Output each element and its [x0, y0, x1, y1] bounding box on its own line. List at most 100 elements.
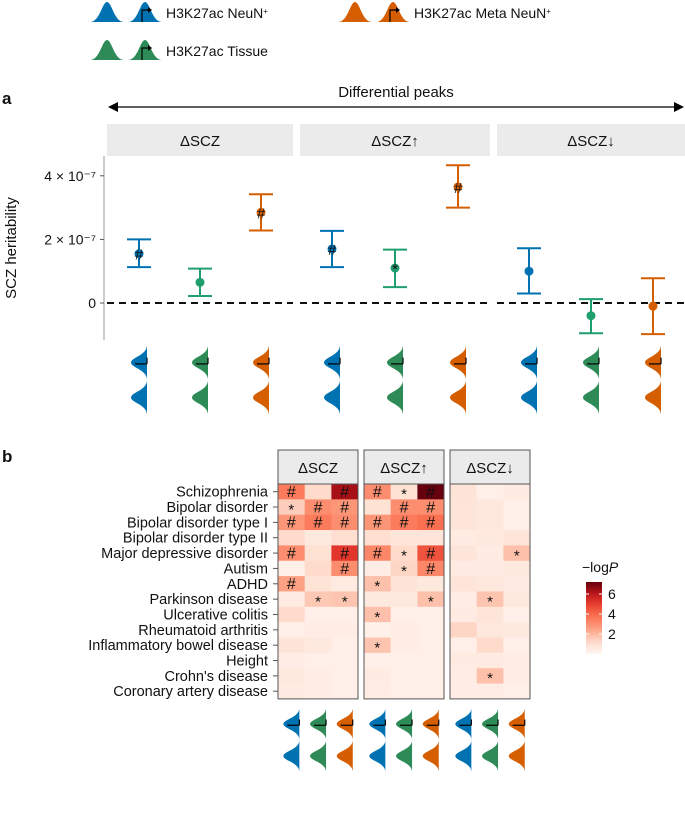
- heatmap-cell: [278, 514, 305, 531]
- group-peak-icon: [369, 708, 386, 772]
- peak-shape: [131, 345, 147, 380]
- significance-mark: *: [315, 593, 321, 610]
- heatmap-cell: [476, 622, 504, 638]
- facet-label: ΔSCZ↓: [567, 133, 615, 150]
- peak-shape: [583, 380, 599, 415]
- heatmap-cell: [331, 637, 359, 654]
- arrow-head: [396, 7, 400, 13]
- peak-shape: [324, 345, 340, 380]
- heatmap-cell: [304, 484, 332, 500]
- row-label: Bipolar disorder type I: [127, 515, 268, 531]
- y-axis-label: SCZ heritability: [3, 197, 20, 299]
- heatmap-cell: [278, 530, 305, 546]
- heatmap-cell: [390, 484, 418, 500]
- heatmap-cell: [364, 668, 391, 684]
- data-point: [648, 301, 658, 311]
- data-point: [195, 277, 205, 287]
- peak-shape: [369, 740, 386, 772]
- significance-mark: *: [401, 486, 407, 503]
- significance-mark: #: [426, 561, 435, 578]
- heatmap-cell: [278, 683, 305, 700]
- peak-shape: [283, 708, 300, 740]
- peak-shape: [253, 345, 269, 380]
- heatmap-cell: [331, 591, 359, 608]
- significance-mark: #: [287, 576, 296, 593]
- facet-strip: [107, 124, 293, 156]
- significance-mark: *: [374, 640, 380, 657]
- heatmap-cell: [503, 545, 531, 562]
- heatmap-cell: [417, 545, 445, 562]
- significance-mark: #: [340, 515, 349, 532]
- row-label: ADHD: [227, 577, 268, 593]
- group-peak-icon: [508, 708, 526, 772]
- heatmap-cell: [331, 668, 359, 684]
- heatmap-cell: [331, 545, 359, 562]
- heatmap-cell: [364, 576, 391, 592]
- heatmap-cell: [450, 514, 477, 531]
- heatmap-cell: [304, 637, 332, 654]
- heatmap-cell: [304, 545, 332, 562]
- significance-mark: #: [287, 515, 296, 532]
- heatmap-cell: [450, 591, 477, 608]
- legend-peak-icon: [90, 2, 162, 22]
- peak-shape: [128, 40, 162, 60]
- heatmap-cell: [476, 637, 504, 654]
- data-point: [390, 263, 400, 273]
- heatmap-cell: [450, 606, 477, 623]
- arrow-left-icon: [108, 102, 118, 112]
- legend-label: H3K27ac Meta NeuN+: [414, 5, 551, 21]
- data-point: [586, 311, 596, 321]
- heatmap-cell: [331, 560, 359, 577]
- error-bar-point: *: [383, 248, 407, 289]
- heatmap-cell: [417, 622, 445, 638]
- heatmap-cell: [278, 637, 305, 654]
- significance-mark: *: [401, 547, 407, 564]
- heatmap-cell: [390, 606, 418, 623]
- error-bar-point: [579, 298, 603, 335]
- legend-label: H3K27ac NeuN+: [166, 5, 268, 21]
- peak-shape: [128, 2, 162, 22]
- peak-shape: [253, 380, 269, 415]
- heatmap-panel-border: [363, 483, 445, 700]
- significance-mark: *: [487, 593, 493, 610]
- heatmap-cell: [304, 683, 332, 700]
- peak-shape: [645, 380, 661, 415]
- facet-label: ΔSCZ↑: [371, 133, 419, 150]
- significance-mark: *: [342, 593, 348, 610]
- heatmap-cell: [503, 683, 531, 700]
- peak-shape: [482, 740, 499, 772]
- heatmap-cell: [364, 606, 391, 623]
- heatmap-cell: [503, 576, 531, 592]
- heatmap-cell: [503, 499, 531, 515]
- significance-mark: #: [328, 242, 337, 259]
- heatmap-cell: [417, 668, 445, 684]
- panel-label-b: b: [2, 447, 12, 466]
- heatmap-cell: [476, 576, 504, 592]
- peak-shape: [192, 380, 208, 415]
- facet-label: ΔSCZ↑: [380, 460, 428, 477]
- row-label: Schizophrenia: [176, 485, 269, 501]
- legend-sup: +: [546, 7, 551, 16]
- heatmap-cell: [450, 560, 477, 577]
- significance-mark: #: [135, 247, 144, 264]
- significance-mark: #: [287, 484, 296, 501]
- error-bar-point: [188, 267, 212, 298]
- row-label: Ulcerative colitis: [163, 607, 268, 623]
- legend-sup: +: [263, 7, 268, 16]
- heatmap-cell: [417, 530, 445, 546]
- heatmap-cell: [417, 514, 445, 531]
- significance-mark: #: [426, 484, 435, 501]
- peak-shape: [455, 740, 472, 772]
- heatmap-cell: [476, 683, 504, 700]
- peak-shape: [310, 708, 327, 740]
- heatmap-cell: [503, 591, 531, 608]
- heatmap-cell: [304, 606, 332, 623]
- heatmap-cell: [390, 652, 418, 669]
- heatmap-cell: [331, 606, 359, 623]
- group-peak-icon: [310, 708, 327, 772]
- peak-shape: [283, 740, 300, 772]
- heatmap-cell: [476, 591, 504, 608]
- significance-mark: #: [340, 561, 349, 578]
- data-point: [327, 244, 337, 254]
